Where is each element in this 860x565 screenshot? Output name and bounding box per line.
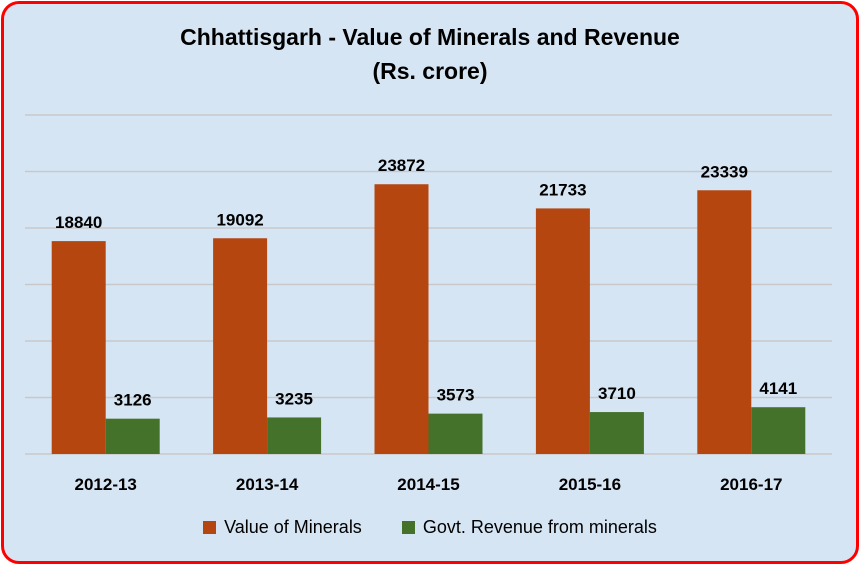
x-tick-label: 2014-15 bbox=[397, 475, 459, 494]
bar-revenue bbox=[428, 413, 483, 454]
bar-revenue bbox=[105, 418, 160, 454]
data-label: 23872 bbox=[378, 156, 425, 175]
legend-label-revenue: Govt. Revenue from minerals bbox=[422, 517, 657, 537]
data-label: 21733 bbox=[539, 180, 586, 199]
legend-item-minerals: Value of Minerals bbox=[203, 517, 362, 538]
bar-minerals bbox=[697, 190, 752, 455]
bar-revenue bbox=[267, 417, 322, 454]
legend-swatch-minerals bbox=[203, 521, 217, 534]
x-tick-label: 2013-14 bbox=[236, 475, 299, 494]
bar-minerals bbox=[535, 208, 590, 454]
bar-minerals bbox=[374, 184, 429, 454]
bar-minerals bbox=[51, 241, 106, 454]
bar-revenue bbox=[751, 407, 806, 454]
bar-minerals bbox=[213, 238, 268, 454]
data-label: 18840 bbox=[55, 213, 102, 232]
data-label: 3235 bbox=[275, 389, 313, 408]
bar-revenue bbox=[589, 412, 644, 454]
x-tick-label: 2015-16 bbox=[559, 475, 621, 494]
data-label: 3573 bbox=[437, 386, 475, 405]
data-label: 19092 bbox=[216, 210, 263, 229]
data-label: 3126 bbox=[114, 391, 152, 410]
chart-title: Chhattisgarh - Value of Minerals and Rev… bbox=[180, 24, 680, 50]
legend-item-revenue: Govt. Revenue from minerals bbox=[401, 517, 657, 538]
x-tick-label: 2016-17 bbox=[720, 475, 782, 494]
legend: Value of Minerals Govt. Revenue from min… bbox=[0, 517, 860, 538]
legend-label-minerals: Value of Minerals bbox=[224, 517, 362, 537]
chart-subtitle: (Rs. crore) bbox=[372, 58, 488, 84]
data-label: 3710 bbox=[598, 384, 636, 403]
legend-swatch-revenue bbox=[401, 521, 415, 534]
data-label: 23339 bbox=[701, 162, 748, 181]
data-label: 4141 bbox=[759, 379, 797, 398]
x-tick-label: 2012-13 bbox=[75, 475, 137, 494]
